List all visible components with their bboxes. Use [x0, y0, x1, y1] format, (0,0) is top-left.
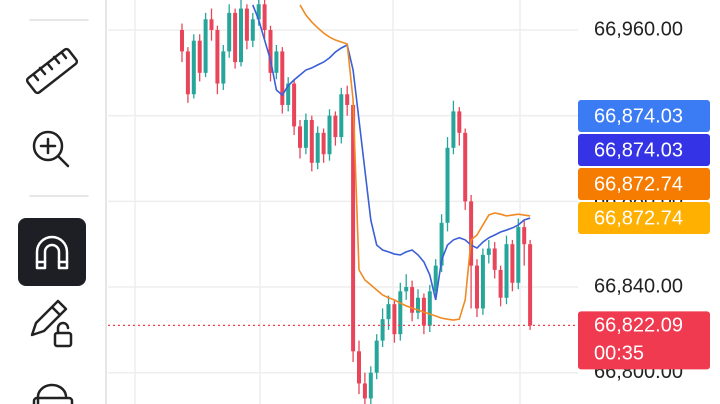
candle-body — [298, 126, 302, 148]
candle-body — [280, 51, 285, 105]
candle-body — [250, 19, 255, 41]
y-tick-label: 66,960.00 — [594, 18, 683, 40]
candle-body — [392, 304, 397, 335]
candle-body — [185, 51, 190, 95]
candle-body — [215, 29, 220, 84]
candle-body — [380, 319, 385, 341]
last-price-badge — [578, 311, 710, 370]
candle-body — [362, 383, 367, 399]
candle-body — [262, 4, 267, 30]
candle-body — [227, 12, 232, 52]
candle-body — [357, 351, 361, 384]
candle-body — [445, 147, 450, 223]
candle-body — [374, 340, 379, 373]
price-badge — [578, 100, 710, 132]
candle-body — [386, 304, 391, 320]
price-badge — [578, 202, 710, 234]
candle-body — [504, 244, 509, 298]
candle-body — [516, 227, 521, 283]
candle-body — [203, 19, 208, 73]
candle-body — [268, 29, 273, 73]
indicator-line — [299, 4, 531, 321]
candle-body — [274, 51, 279, 73]
price-badge — [578, 168, 710, 200]
candle-body — [492, 248, 497, 270]
candle-body — [351, 104, 356, 352]
candle-body — [309, 119, 314, 163]
candle-body — [286, 83, 291, 105]
candle-body — [256, 4, 261, 20]
magnet-tool[interactable] — [18, 218, 86, 286]
candle-body — [368, 372, 373, 399]
draw-lock-tool[interactable] — [30, 299, 73, 348]
candle-body — [463, 132, 468, 202]
candle-body — [522, 227, 527, 245]
candle-body — [451, 111, 456, 148]
candle-body — [233, 12, 238, 63]
zoom-tool[interactable] — [32, 130, 70, 168]
last-price-label: 66,822.09 — [594, 315, 683, 337]
price-badge — [578, 134, 710, 166]
candle-body — [457, 111, 462, 133]
price-badge-label: 66,872.74 — [594, 173, 683, 195]
horizontal-grid — [108, 29, 578, 374]
candle-body — [327, 115, 332, 155]
candle-body — [339, 94, 344, 138]
toolbar — [18, 0, 107, 404]
candle-body — [315, 132, 320, 163]
candle-body — [439, 222, 444, 266]
candle-body — [345, 94, 350, 105]
candle-body — [404, 287, 409, 292]
lock-tool[interactable] — [32, 383, 74, 404]
candle-body — [398, 291, 403, 335]
price-badge-label: 66,874.03 — [594, 139, 683, 161]
candle-body — [469, 201, 474, 266]
candle-body — [191, 40, 196, 95]
candle-body — [197, 40, 202, 73]
candle-body — [486, 248, 491, 255]
candle-body — [321, 132, 326, 155]
candle-body — [498, 269, 503, 298]
candle-body — [510, 244, 515, 283]
candle-body — [292, 83, 297, 127]
candle-body — [475, 265, 479, 309]
candle-body — [427, 291, 432, 326]
candle-body — [528, 244, 533, 326]
countdown-label: 00:35 — [594, 343, 644, 365]
candle-body — [433, 265, 438, 292]
candle-body — [244, 8, 249, 41]
candle-body — [303, 119, 308, 148]
candle-body — [180, 29, 184, 52]
candle-body — [480, 254, 485, 309]
candle-body — [416, 297, 420, 313]
price-badge-label: 66,872.74 — [594, 207, 683, 229]
indicator-line — [252, 4, 531, 301]
plot — [108, 0, 578, 404]
price-badge-label: 66,874.03 — [594, 105, 683, 127]
candle-body — [239, 8, 243, 63]
y-tick-label: 66,840.00 — [594, 275, 683, 297]
candle-body — [410, 287, 415, 313]
candle-body — [209, 19, 214, 30]
price-axis: 66,960.0066,920.0066,880.0066,840.0066,8… — [578, 18, 710, 383]
candle-body — [221, 51, 226, 84]
ruler-tool[interactable] — [25, 47, 79, 95]
candle-body — [333, 115, 338, 138]
